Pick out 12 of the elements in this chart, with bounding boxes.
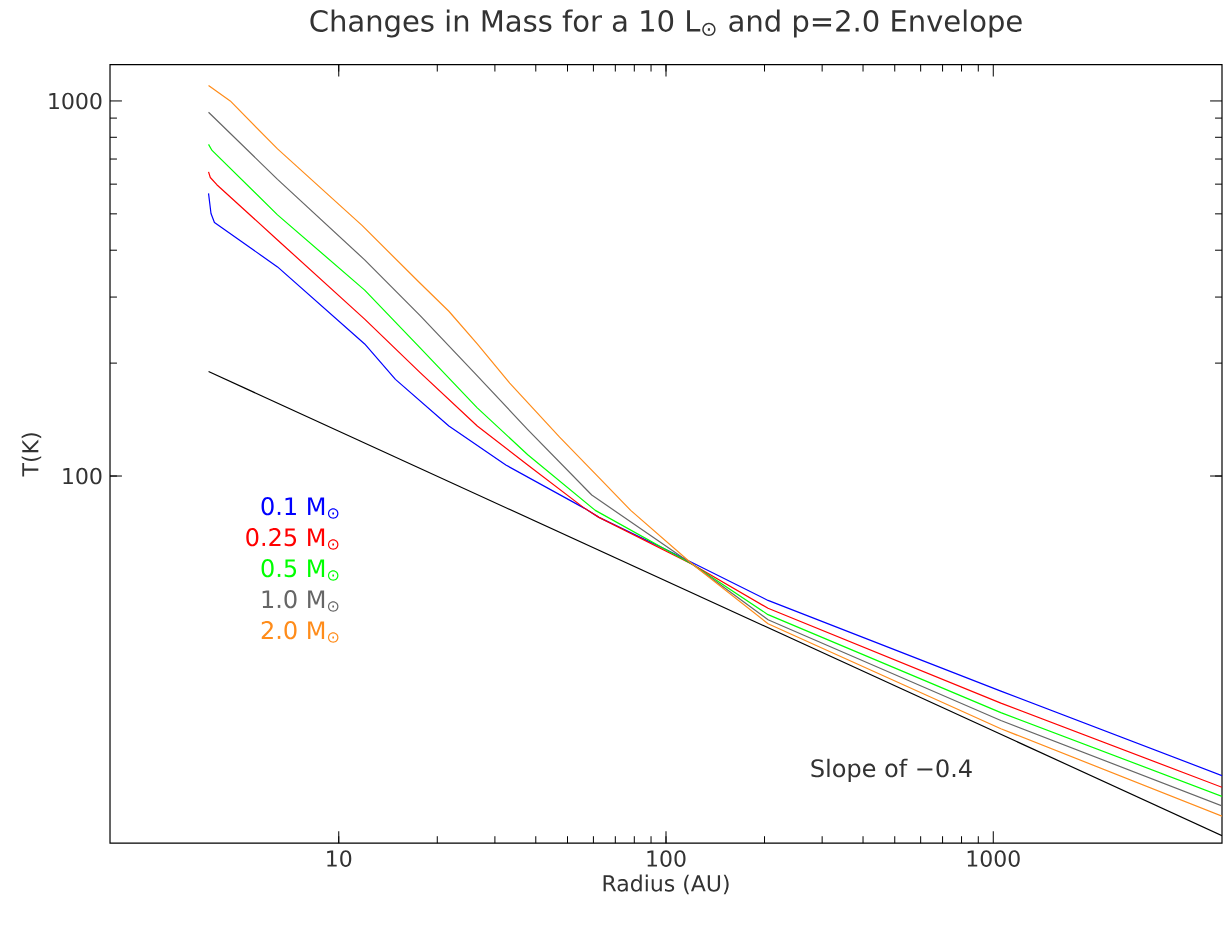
y-axis-title: T(K) <box>21 433 42 477</box>
text: 0.1 M$_{⊙}$ <box>261 497 339 519</box>
annotation: Slope of −0.4 <box>811 758 972 782</box>
x-tick-label: 1000 <box>967 850 1020 867</box>
x-tick-label: 100 <box>647 850 686 867</box>
text: 2.0 M$_{⊙}$ <box>261 621 339 643</box>
text: 0.5 M$_{⊙}$ <box>261 559 339 581</box>
chart-title: Changes in Mass for a 10 L$_{⊙}$ and p=2.0 Envelope <box>310 9 1022 38</box>
x-axis-title: Radius (AU) <box>603 874 729 895</box>
x-tick-label: 10 <box>327 850 352 867</box>
text: 1.0 M$_{⊙}$ <box>262 590 339 612</box>
text: 0.25 M$_{⊙}$ <box>246 528 339 550</box>
